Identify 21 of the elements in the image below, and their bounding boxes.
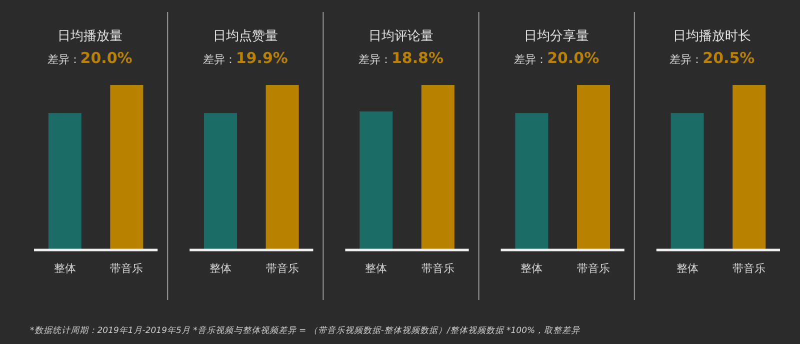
x-tick-label: 整体 <box>676 262 698 275</box>
x-tick-label: 带音乐 <box>577 262 610 275</box>
chart-title: 日均播放时长 <box>673 29 752 44</box>
text: *数据统计周期：2019年1月-2019年5月 *音乐视频与整体视频差异 = （带音乐视频数据-整体视频数据）/整体视频数据 *100%，取整差异 <box>30 325 580 336</box>
x-tick-label: 整体 <box>210 262 232 275</box>
x-tick-label: 带音乐 <box>421 262 454 275</box>
x-tick-label: 整体 <box>520 262 543 275</box>
x-tick-label: 带音乐 <box>110 262 144 275</box>
chart-subtitle: 差异：18.8% <box>358 49 444 67</box>
x-tick-label: 整体 <box>365 262 388 275</box>
chart-subtitle: 差异：20.0% <box>47 49 132 67</box>
chart-subtitle: 差异：20.5% <box>670 49 755 67</box>
x-tick-label: 带音乐 <box>266 262 299 275</box>
chart-title: 日均分享量 <box>524 28 590 44</box>
chart-title: 日均点赞量 <box>212 29 278 44</box>
chart-subtitle: 差异：20.0% <box>514 49 600 67</box>
chart-subtitle: 差异：19.9% <box>202 49 288 67</box>
chart-title: 日均播放量 <box>57 29 122 44</box>
x-tick-label: 带音乐 <box>732 262 766 275</box>
chart-title: 日均评论量 <box>368 29 434 44</box>
x-tick-label: 整体 <box>54 262 76 275</box>
